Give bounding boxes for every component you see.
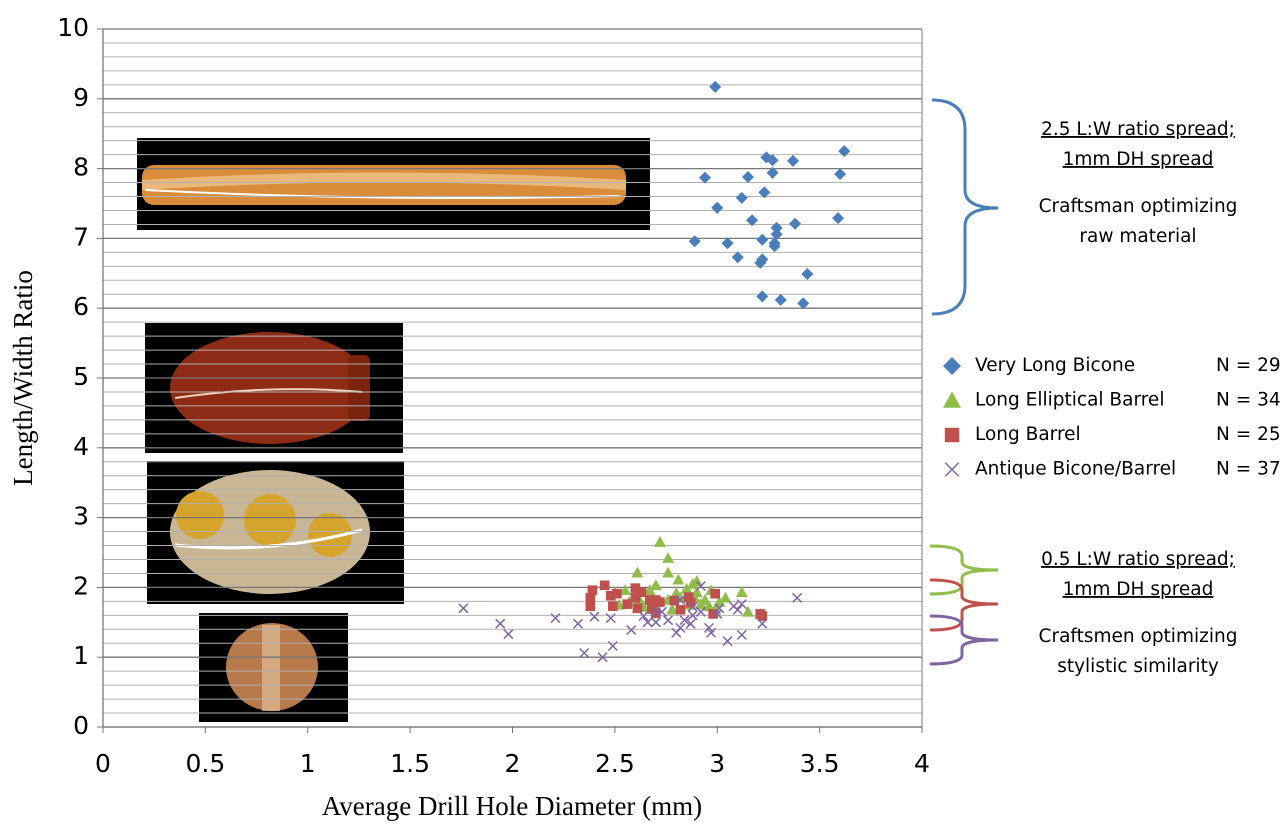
point <box>710 589 720 599</box>
brackets <box>930 100 998 664</box>
y-tick-label: 2 <box>73 571 89 600</box>
x-tick-label: 4 <box>914 749 930 778</box>
legend-count: N = 29 <box>1216 355 1281 376</box>
x-tick-label: 0 <box>95 749 111 778</box>
point <box>719 592 731 603</box>
y-tick-label: 10 <box>57 13 89 42</box>
point <box>711 202 723 214</box>
chart: Average Drill Hole Diameter (mm) Length/… <box>0 0 1284 823</box>
point <box>699 172 711 184</box>
legend-count: N = 37 <box>1216 459 1281 480</box>
point <box>832 212 844 224</box>
point <box>608 601 618 611</box>
point <box>676 605 686 615</box>
point <box>797 297 809 309</box>
x-tick-label: 1 <box>300 749 316 778</box>
point <box>732 251 744 263</box>
annotation-text: stylistic similarity <box>1057 656 1219 677</box>
point <box>721 237 733 249</box>
point <box>733 605 742 614</box>
point <box>662 567 674 578</box>
y-tick-label: 6 <box>73 292 89 321</box>
x-tick-label: 0.5 <box>185 749 225 778</box>
point <box>637 587 647 597</box>
annotation-heading: 0.5 L:W ratio spread; <box>1041 549 1235 570</box>
point <box>586 593 596 603</box>
y-tick-label: 8 <box>73 153 89 182</box>
y-tick-label: 1 <box>73 641 89 670</box>
y-tick-label: 5 <box>73 362 89 391</box>
point <box>756 290 768 302</box>
legend-label: Long Barrel <box>975 424 1081 445</box>
point <box>775 294 787 306</box>
point <box>737 630 746 639</box>
annotation-heading: 1mm DH spread <box>1063 149 1214 170</box>
x-tick-label: 2.5 <box>595 749 635 778</box>
point <box>633 604 643 614</box>
point <box>600 581 610 591</box>
point <box>742 606 754 617</box>
point <box>801 268 813 280</box>
legend-marker <box>943 392 961 408</box>
legend-marker <box>945 428 959 442</box>
point <box>651 618 660 627</box>
point <box>742 171 754 183</box>
point <box>834 168 846 180</box>
point <box>664 616 673 625</box>
point <box>459 604 468 613</box>
x-tick-label: 1.5 <box>390 749 430 778</box>
point <box>654 536 666 547</box>
point <box>709 81 721 93</box>
legend-label: Long Elliptical Barrel <box>975 390 1164 411</box>
point <box>789 218 801 230</box>
y-axis-title: Length/Width Ratio <box>8 270 38 486</box>
y-tick-label: 9 <box>73 83 89 112</box>
y-tick-label: 4 <box>73 432 89 461</box>
point <box>838 145 850 157</box>
point <box>627 625 636 634</box>
point <box>736 192 748 204</box>
y-tick-label: 0 <box>73 711 89 740</box>
y-tick-label: 7 <box>73 222 89 251</box>
x-tick-label: 3 <box>709 749 725 778</box>
point <box>622 599 632 609</box>
point <box>689 235 701 247</box>
point <box>723 637 732 646</box>
point <box>496 619 505 628</box>
y-tick-label: 3 <box>73 502 89 531</box>
point <box>504 630 513 639</box>
point <box>662 552 674 563</box>
legend-label: Very Long Bicone <box>975 355 1135 376</box>
point <box>586 601 596 611</box>
x-tick-label: 2 <box>505 749 521 778</box>
annotation-text: Craftsman optimizing <box>1039 196 1238 217</box>
point <box>590 612 599 621</box>
point <box>655 597 665 607</box>
legend-count: N = 25 <box>1216 424 1281 445</box>
x-axis-title: Average Drill Hole Diameter (mm) <box>322 791 702 821</box>
annotation-text: Craftsmen optimizing <box>1039 626 1238 647</box>
point <box>612 589 622 599</box>
point <box>756 234 768 246</box>
x-tick-label: 3.5 <box>800 749 840 778</box>
legend-label: Antique Bicone/Barrel <box>975 459 1176 480</box>
legend-marker <box>945 463 959 477</box>
annotation-heading: 2.5 L:W ratio spread; <box>1041 119 1235 140</box>
annotation-text: raw material <box>1079 226 1196 247</box>
annotation-heading: 1mm DH spread <box>1063 579 1214 600</box>
bead-photos <box>137 138 650 722</box>
point <box>631 567 643 578</box>
point <box>787 155 799 167</box>
legend-count: N = 34 <box>1216 390 1281 411</box>
point <box>672 574 684 585</box>
point <box>580 649 589 658</box>
legend-marker <box>943 357 961 375</box>
point <box>574 619 583 628</box>
